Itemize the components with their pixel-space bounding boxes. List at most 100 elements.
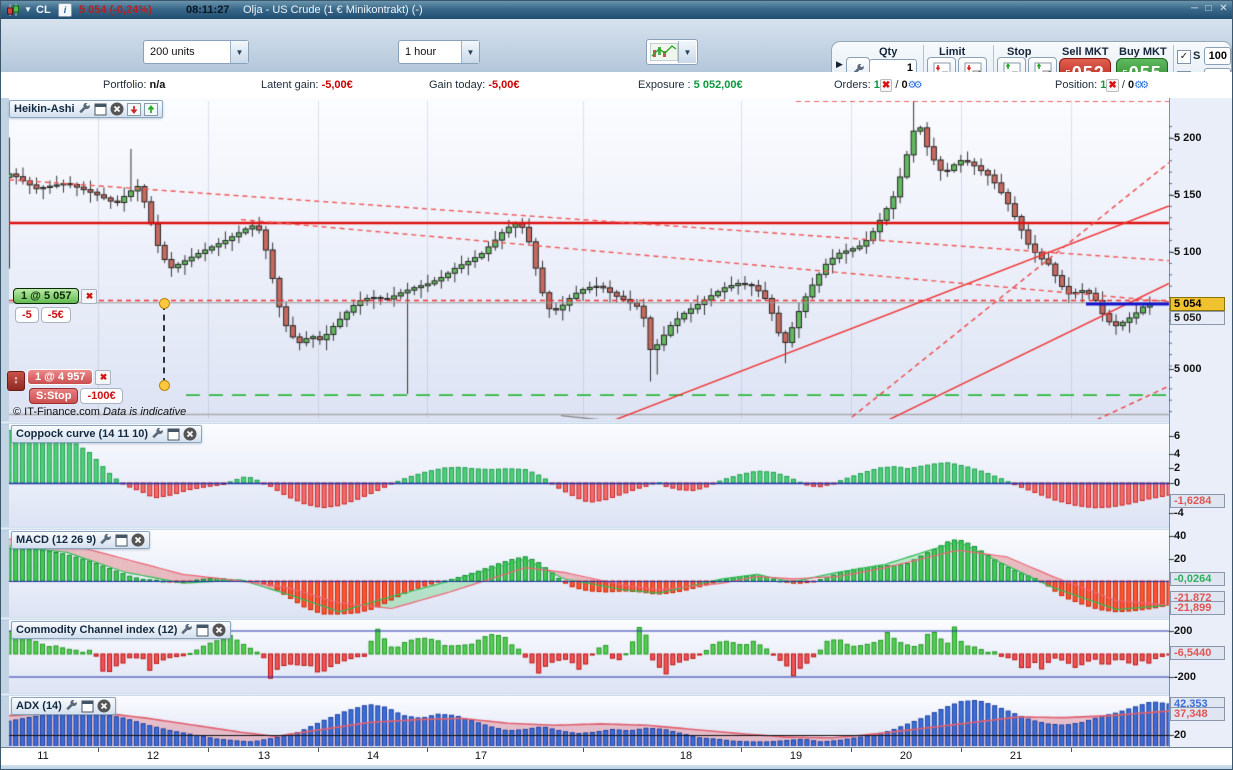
- close-icon[interactable]: [97, 699, 111, 713]
- date-label: 20: [899, 750, 913, 762]
- date-label: 19: [789, 750, 803, 762]
- position-gear-icon[interactable]: ⚙⚙: [1134, 80, 1149, 91]
- exposure-label: Exposure :: [638, 79, 691, 91]
- coppock-axis-label: 4: [1174, 448, 1181, 460]
- position-sep: /: [1121, 79, 1125, 91]
- wrench-icon: [852, 63, 864, 74]
- stop-distance-input[interactable]: [1204, 47, 1231, 65]
- order-connector-line[interactable]: [163, 304, 165, 384]
- minimize-icon[interactable]: ─: [1190, 3, 1199, 14]
- buy-order-pnl: -5 -5€: [15, 307, 71, 323]
- status-bar: Portfolio: n/a Latent gain: -5,00€ Gain …: [1, 72, 1232, 98]
- chevron-down-icon[interactable]: ▼: [461, 41, 479, 63]
- indicative-note: Data is indicative: [103, 406, 187, 418]
- stop-order-checkbox[interactable]: ✓: [1177, 50, 1191, 64]
- time-axis[interactable]: 11 12 13 14 17 18 19 20 21: [1, 747, 1232, 766]
- chart-type-icon: [650, 43, 678, 61]
- chevron-down-icon[interactable]: ▼: [678, 41, 696, 63]
- units-dropdown[interactable]: 200 units ▼: [143, 40, 249, 64]
- buy-mkt-label: Buy MKT: [1119, 46, 1167, 58]
- pnl-points-badge: -5: [15, 307, 39, 323]
- cancel-stop-icon[interactable]: ✖: [95, 369, 112, 385]
- chart-type-button[interactable]: ▼: [646, 39, 698, 65]
- title-bar[interactable]: ▼ CL i 5 054 (-0,24%) 08:11:27 Olja - US…: [1, 1, 1232, 19]
- maximize-icon[interactable]: □: [1205, 3, 1212, 14]
- macd-panel-header[interactable]: MACD (12 26 9): [11, 531, 151, 549]
- chevron-down-icon[interactable]: ▼: [230, 41, 248, 63]
- buy-order-chip[interactable]: 1 @ 5 057 ✖: [13, 288, 98, 304]
- date-tick: [961, 748, 962, 752]
- date-label: 17: [474, 750, 488, 762]
- close-icon[interactable]: [183, 427, 197, 441]
- cci-title: Commodity Channel index (12): [16, 624, 178, 636]
- time-label: 08:11:27: [186, 4, 230, 16]
- order-handle-dot[interactable]: [159, 298, 170, 309]
- s-label: S: [1193, 50, 1201, 62]
- arrow-down-icon[interactable]: [126, 102, 141, 116]
- date-label: 18: [679, 750, 693, 762]
- gain-today-label: Gain today:: [429, 79, 486, 91]
- close-icon[interactable]: [212, 623, 226, 637]
- stop-order-chip[interactable]: 1 @ 4 957 ✖: [27, 369, 112, 385]
- date-label: 13: [257, 750, 271, 762]
- coppock-title: Coppock curve (14 11 10): [16, 428, 149, 440]
- cancel-orders-icon[interactable]: ✖: [879, 79, 893, 92]
- stop-order-info: S:Stop -100€: [29, 388, 123, 404]
- window-icon[interactable]: [115, 534, 128, 547]
- window-icon[interactable]: [81, 700, 94, 713]
- cci-value-box: -6,5440: [1170, 646, 1225, 660]
- pnl-euro-badge: -5€: [40, 307, 71, 323]
- date-label: 14: [366, 750, 380, 762]
- toolbar: 200 units ▼ 1 hour ▼ ▼ ▶ Qty Limit: [1, 19, 1232, 91]
- qty-label: Qty: [879, 46, 898, 58]
- wrench-icon[interactable]: [65, 699, 78, 713]
- close-icon[interactable]: ✕: [1219, 3, 1228, 14]
- main-axis-label: 5 200: [1174, 132, 1202, 144]
- date-label: 21: [1009, 750, 1023, 762]
- coppock-axis-label: 6: [1174, 430, 1181, 442]
- symbol-label: CL: [36, 4, 51, 16]
- arrow-up-icon[interactable]: [143, 102, 158, 116]
- close-icon[interactable]: [131, 533, 145, 547]
- macd-value-box: -0,0264: [1170, 572, 1225, 586]
- timeframe-value: 1 hour: [405, 46, 437, 58]
- gain-today-value: -5,00€: [488, 79, 520, 91]
- macd-title: MACD (12 26 9): [16, 534, 97, 546]
- collapse-arrow-icon[interactable]: ▶: [836, 59, 843, 69]
- close-icon[interactable]: [110, 102, 124, 116]
- window-icon[interactable]: [94, 103, 107, 116]
- buy-order-label: 1 @ 5 057: [13, 288, 80, 304]
- chart-canvas[interactable]: [1, 98, 1232, 747]
- wrench-icon[interactable]: [78, 102, 91, 116]
- adx-panel-header[interactable]: ADX (14): [11, 697, 116, 715]
- cci-axis-label: 200: [1174, 625, 1193, 637]
- date-tick: [208, 748, 209, 752]
- units-value: 200 units: [150, 46, 195, 58]
- coppock-value-box: -1,6284: [1170, 494, 1225, 508]
- window-icon[interactable]: [196, 624, 209, 637]
- main-panel-header[interactable]: Heikin-Ashi: [9, 100, 163, 118]
- cancel-order-icon[interactable]: ✖: [81, 288, 98, 304]
- cci-panel-header[interactable]: Commodity Channel index (12): [11, 621, 232, 639]
- main-axis-label: 5 100: [1174, 246, 1202, 258]
- portfolio-value: n/a: [149, 79, 166, 91]
- coppock-panel-header[interactable]: Coppock curve (14 11 10): [11, 425, 203, 443]
- close-position-icon[interactable]: ✖: [1106, 79, 1119, 92]
- wrench-icon[interactable]: [180, 623, 193, 637]
- stop-handle-dot[interactable]: [159, 380, 170, 391]
- info-icon[interactable]: i: [58, 3, 72, 17]
- window-icon[interactable]: [167, 428, 180, 441]
- price-change-label: 5 054 (-0,24%): [79, 4, 152, 16]
- timeframe-dropdown[interactable]: 1 hour ▼: [398, 40, 480, 64]
- coppock-axis-label: 0: [1174, 477, 1181, 489]
- main-value-box: 5 054: [1170, 297, 1225, 311]
- adx-title: ADX (14): [16, 700, 62, 712]
- wrench-icon[interactable]: [151, 427, 164, 441]
- adx-axis-label: 20: [1174, 729, 1187, 741]
- date-tick: [427, 748, 428, 752]
- copyright-text: © IT-Finance.com: [13, 406, 100, 418]
- move-stop-icon[interactable]: ↕: [7, 371, 25, 391]
- orders-gear-icon[interactable]: ⚙⚙: [907, 80, 923, 91]
- wrench-icon[interactable]: [99, 533, 112, 547]
- title-dropdown-icon[interactable]: ▼: [24, 5, 32, 14]
